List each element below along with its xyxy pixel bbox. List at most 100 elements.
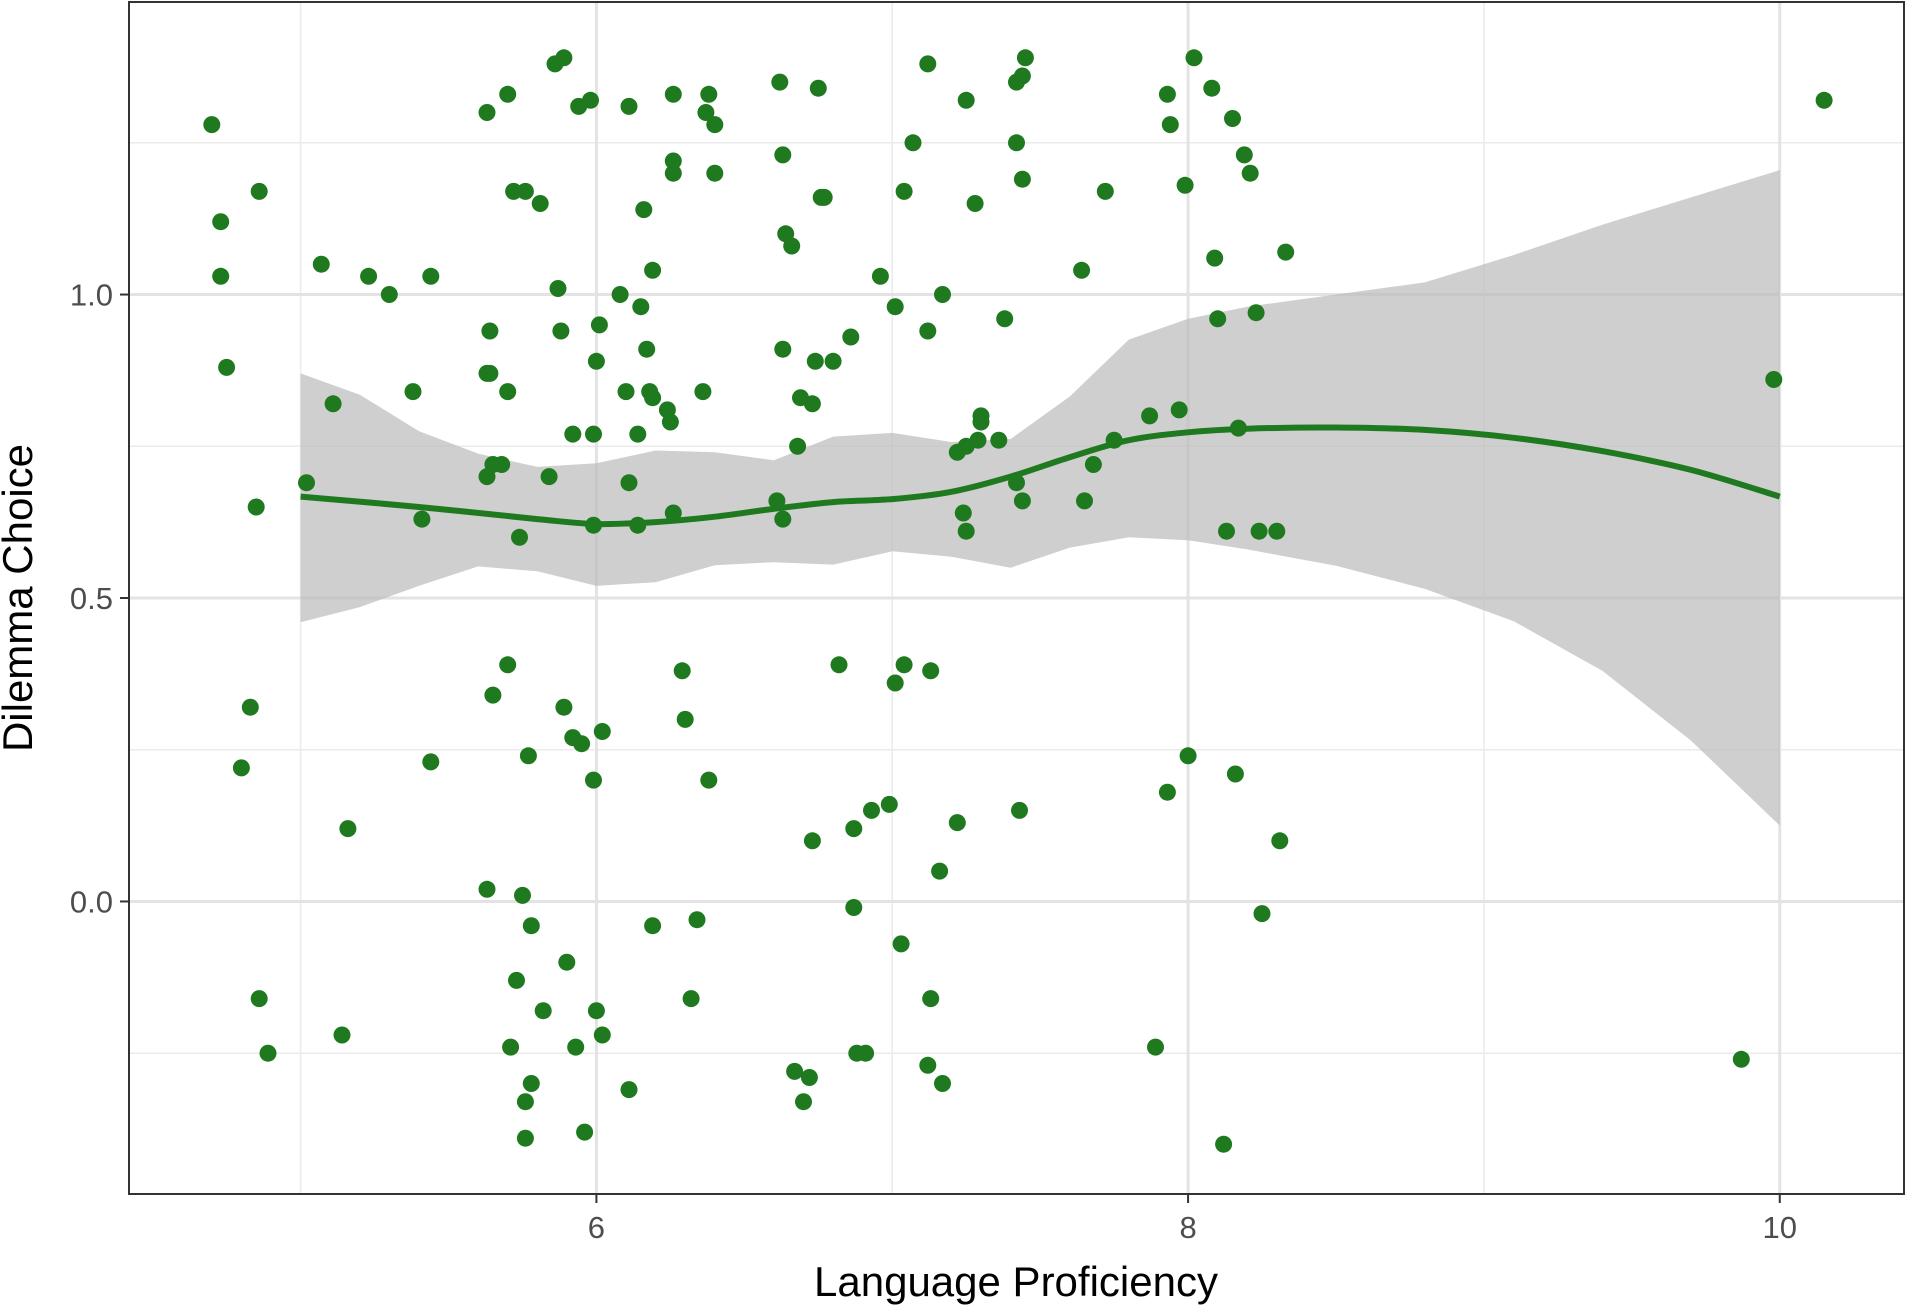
data-point [587, 1002, 605, 1020]
data-point [682, 990, 700, 1008]
data-point [644, 917, 662, 935]
data-point [380, 286, 398, 303]
data-point [567, 1038, 585, 1056]
data-point [661, 413, 679, 431]
data-point [664, 164, 682, 182]
data-point [957, 522, 975, 540]
data-point [1013, 67, 1031, 85]
data-point [1247, 304, 1265, 322]
data-point [919, 1056, 937, 1074]
data-point [786, 1062, 804, 1080]
data-point [842, 328, 860, 346]
data-point [922, 662, 940, 680]
data-point [972, 407, 990, 425]
data-point [1076, 492, 1093, 510]
confidence-band [300, 170, 1780, 826]
x-axis-ticks: 6 8 10 [588, 1194, 1797, 1245]
data-point [478, 880, 496, 898]
data-point [969, 431, 987, 449]
data-point [1185, 49, 1203, 67]
data-point [966, 195, 984, 212]
data-point [478, 104, 496, 121]
data-point [688, 911, 706, 929]
y-axis-title: Dilemma Choice [0, 444, 41, 752]
data-point [635, 201, 653, 219]
data-point [555, 698, 573, 716]
data-point [1011, 801, 1028, 819]
data-point [1170, 401, 1188, 419]
data-point [1206, 249, 1224, 267]
data-point [857, 1044, 875, 1062]
data-point [895, 182, 913, 200]
data-point [1235, 146, 1253, 164]
data-point [904, 134, 922, 152]
data-point [1141, 407, 1159, 425]
data-point [413, 510, 431, 528]
data-point [620, 97, 638, 115]
data-point [484, 686, 502, 704]
data-point [795, 1093, 812, 1111]
data-point [1277, 243, 1295, 261]
data-point [1215, 1135, 1233, 1153]
data-point [990, 431, 1008, 449]
data-point [774, 340, 792, 358]
data-point [1209, 310, 1227, 328]
data-point [212, 213, 230, 231]
data-point [499, 85, 517, 103]
data-point [339, 820, 357, 838]
data-point [800, 1069, 818, 1086]
data-point [1815, 91, 1833, 109]
data-point [324, 395, 342, 413]
x-tick-label: 6 [588, 1210, 605, 1245]
data-point [505, 182, 523, 200]
data-point [664, 504, 682, 522]
data-point [774, 146, 792, 164]
data-point [1147, 1038, 1164, 1056]
data-point [534, 1002, 552, 1020]
data-point [232, 759, 250, 777]
data-point [706, 164, 724, 182]
data-point [312, 255, 330, 273]
data-point [948, 814, 966, 832]
data-point [404, 383, 422, 401]
data-points [203, 49, 1833, 1153]
data-point [576, 1123, 594, 1141]
data-point [803, 395, 821, 413]
data-point [1765, 371, 1783, 388]
data-point [531, 195, 549, 212]
loess-fit-line [300, 424, 1781, 528]
x-tick-label: 8 [1179, 1210, 1196, 1245]
data-point [871, 267, 889, 285]
data-point [629, 425, 647, 443]
data-point [564, 425, 582, 443]
data-point [934, 286, 951, 303]
data-point [1084, 456, 1102, 473]
data-point [593, 1026, 611, 1044]
data-point [1268, 522, 1286, 540]
data-point [247, 498, 265, 516]
data-point [241, 698, 259, 716]
data-point [1176, 176, 1194, 194]
data-point [587, 352, 605, 370]
data-point [582, 91, 599, 109]
data-point [585, 771, 602, 789]
data-point [845, 820, 863, 838]
data-point [638, 340, 656, 358]
data-point [996, 310, 1014, 328]
data-point [922, 990, 940, 1008]
data-point [815, 188, 833, 206]
x-axis-title: Language Proficiency [814, 1258, 1218, 1305]
data-point [502, 1038, 520, 1056]
data-point [664, 152, 682, 170]
data-point [1218, 522, 1235, 540]
data-point [298, 474, 315, 492]
data-point [1161, 116, 1179, 134]
data-point [771, 73, 789, 91]
data-point [886, 674, 904, 692]
data-point [880, 795, 898, 813]
data-point [644, 389, 662, 407]
data-point [1732, 1050, 1750, 1068]
data-point [1016, 49, 1034, 67]
data-point [806, 352, 824, 370]
data-point [212, 267, 230, 285]
